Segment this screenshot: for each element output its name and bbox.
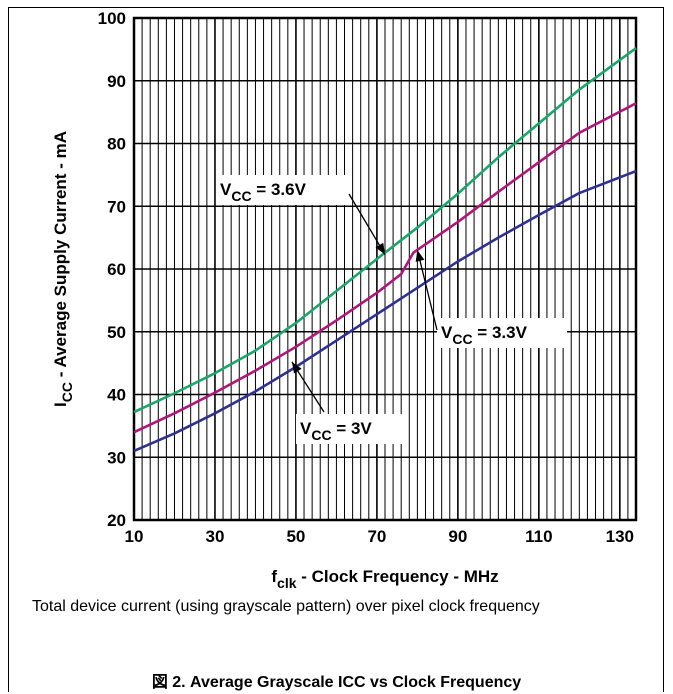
annotation-arrowhead [291, 361, 302, 374]
figure-caption: Total device current (using grayscale pa… [32, 598, 540, 615]
chart: 10 30 50 70 90 110 130 20 30 40 50 60 70 80 90 100 VCC =… [51, 9, 638, 591]
y-tick-label: 60 [107, 260, 126, 279]
plot-area-border [132, 16, 638, 522]
y-tick-label: 20 [107, 511, 126, 530]
annotation-label: VCC = 3.6V [220, 180, 307, 204]
series-line [133, 169, 637, 453]
x-tick-label: 130 [606, 527, 634, 546]
series-line [133, 47, 637, 414]
figure-frame [8, 8, 664, 692]
y-tick-label: 70 [107, 197, 126, 216]
annotation-label: VCC = 3V [300, 419, 372, 443]
x-tick-label: 70 [367, 527, 386, 546]
y-tick-label: 90 [107, 72, 126, 91]
figure-title: 図 2. Average Grayscale ICC vs Clock Freq… [151, 674, 522, 691]
annotation-box [437, 318, 567, 348]
x-tick-label: 30 [206, 527, 225, 546]
y-tick-label: 80 [107, 135, 126, 154]
x-tick-label: 110 [525, 527, 552, 546]
x-tick-label: 10 [125, 527, 144, 546]
annotation-leader [348, 193, 386, 255]
series-line [133, 102, 637, 434]
x-axis-title: fclk - Clock Frequency - MHz [271, 567, 498, 591]
y-tick-label: 50 [107, 323, 126, 342]
y-axis-title: ICC - Average Supply Current - mA [51, 131, 75, 407]
y-tick-label: 40 [107, 386, 126, 405]
x-tick-label: 50 [286, 527, 305, 546]
frame-top-border [8, 7, 664, 8]
y-tick-label: 100 [98, 9, 126, 28]
annotation-arrowhead [415, 250, 425, 262]
annotation-label: VCC = 3.3V [441, 323, 528, 347]
annotation-box [216, 175, 346, 205]
y-tick-label: 30 [107, 448, 126, 467]
annotation-leader [416, 250, 438, 331]
annotation-arrowhead [375, 242, 385, 255]
x-tick-label: 90 [448, 527, 467, 546]
annotation-box [296, 414, 404, 444]
